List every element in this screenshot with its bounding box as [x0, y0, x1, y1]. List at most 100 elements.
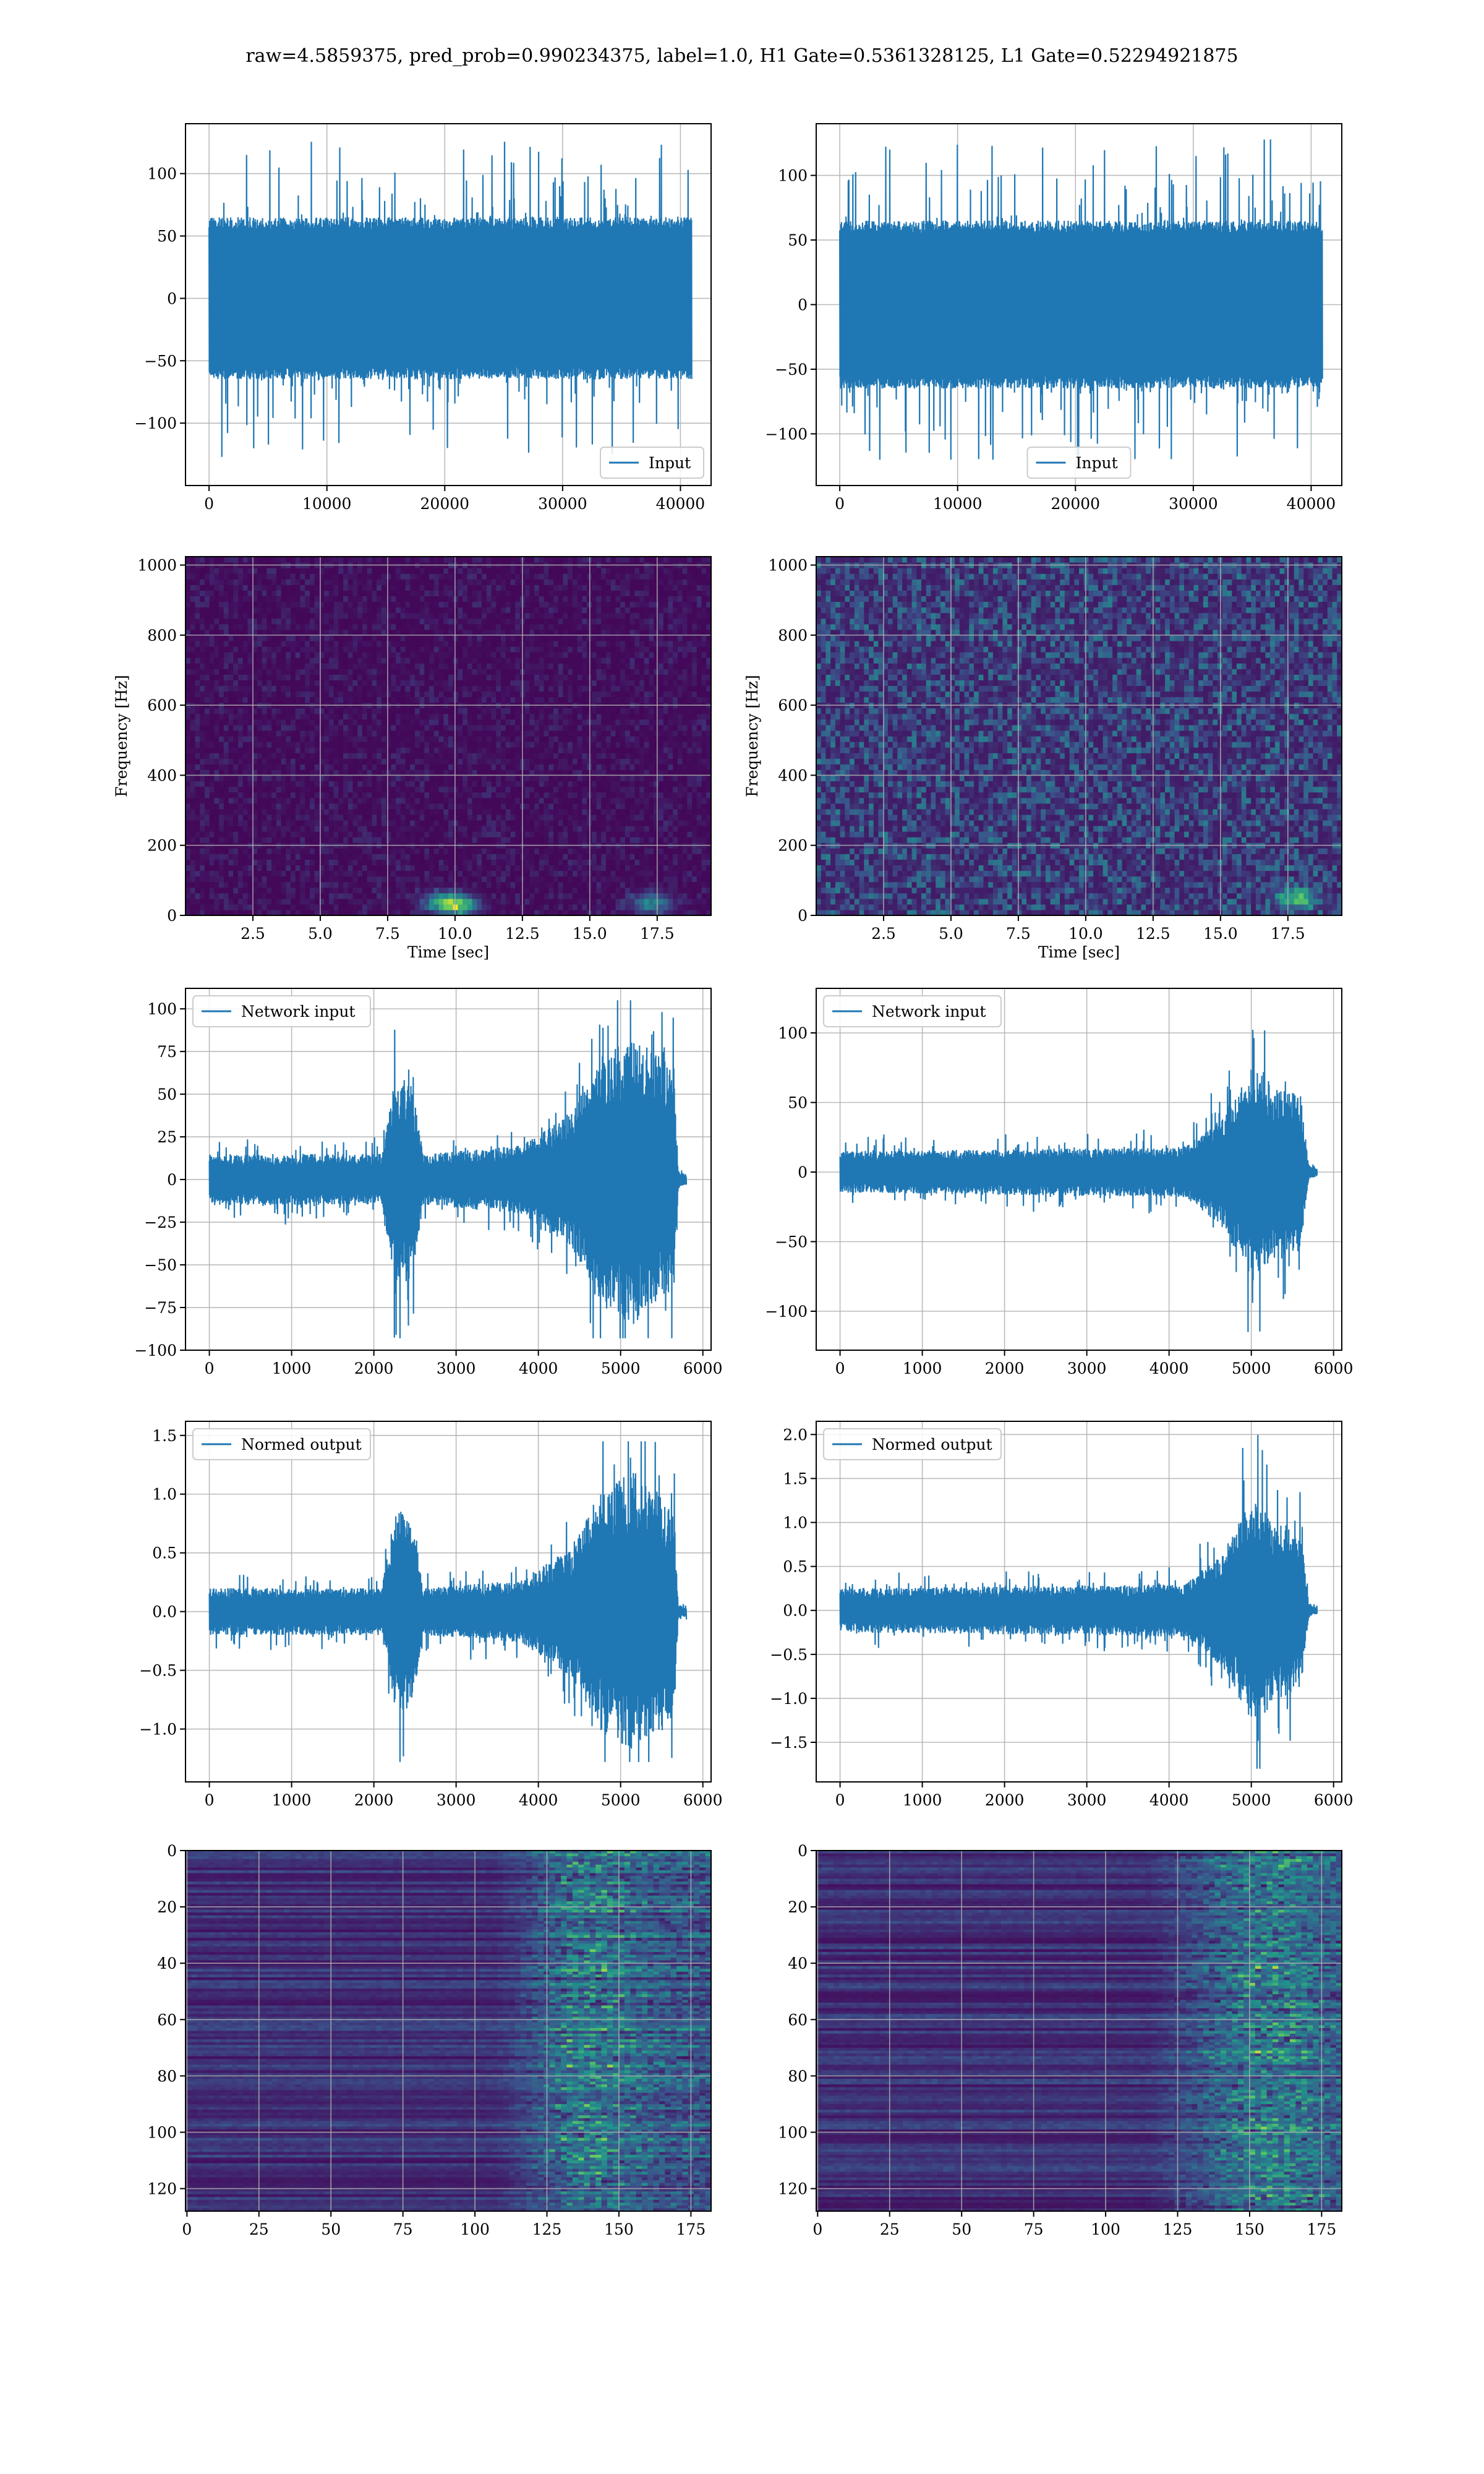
heatmap-cell	[659, 758, 664, 764]
heatmap-cell	[654, 742, 659, 748]
heatmap-cell	[634, 865, 640, 871]
heatmap-cell	[186, 742, 191, 748]
heatmap-cell	[606, 837, 612, 843]
heatmap-cell	[563, 808, 568, 815]
heatmap-cell	[486, 803, 492, 810]
heatmap-cell	[242, 876, 249, 883]
heatmap-cell	[190, 859, 196, 866]
heatmap-cell	[515, 786, 521, 793]
heatmap-cell	[467, 691, 473, 698]
heatmap-cell	[472, 831, 477, 837]
heatmap-cell	[238, 669, 244, 675]
heatmap-cell	[305, 719, 310, 726]
heatmap-cell	[377, 848, 382, 854]
heatmap-cell	[472, 719, 477, 726]
heatmap-cell	[238, 898, 244, 905]
heatmap-cell	[271, 792, 277, 798]
heatmap-cell	[352, 742, 358, 748]
heatmap-cell	[649, 854, 654, 860]
heatmap-cell	[267, 685, 272, 692]
heatmap-cell	[300, 859, 305, 866]
heatmap-cell	[276, 680, 282, 687]
heatmap-cell	[300, 674, 305, 680]
heatmap-cell	[629, 881, 635, 888]
heatmap-cell	[453, 775, 459, 782]
heatmap-cell	[314, 881, 320, 888]
heatmap-cell	[338, 865, 344, 871]
heatmap-cell	[291, 848, 296, 854]
heatmap-cell	[252, 775, 258, 782]
heatmap-cell	[629, 887, 635, 894]
heatmap-cell	[606, 792, 612, 798]
heatmap-cell	[314, 769, 320, 776]
heatmap-cell	[333, 786, 339, 793]
heatmap-cell	[348, 674, 354, 680]
heatmap-cell	[486, 663, 492, 669]
heatmap-cell	[204, 747, 210, 753]
heatmap-cell	[214, 848, 220, 854]
heatmap-cell	[463, 663, 468, 669]
heatmap-cell	[357, 736, 363, 742]
heatmap-cell	[400, 685, 406, 692]
heatmap-cell	[410, 808, 416, 815]
heatmap-cell	[396, 870, 401, 877]
heatmap-cell	[276, 724, 282, 731]
heatmap-cell	[644, 764, 650, 770]
heatmap-cell	[223, 837, 229, 843]
heatmap-cell	[510, 742, 516, 748]
heatmap-cell	[682, 837, 688, 843]
heatmap-cell	[524, 826, 530, 832]
heatmap-cell	[654, 876, 659, 883]
heatmap-cell	[362, 747, 368, 753]
heatmap-cell	[629, 775, 635, 782]
heatmap-cell	[405, 837, 411, 843]
heatmap-cell	[252, 674, 258, 680]
heatmap-cell	[352, 881, 358, 888]
heatmap-cell	[458, 680, 463, 687]
heatmap-cell	[295, 859, 301, 866]
heatmap-cell	[553, 826, 559, 832]
heatmap-cell	[548, 724, 554, 731]
heatmap-cell	[333, 881, 339, 888]
heatmap-cell	[429, 747, 435, 753]
heatmap-cell	[687, 881, 693, 888]
heatmap-cell	[553, 904, 559, 910]
heatmap-cell	[190, 669, 196, 675]
heatmap-cell	[367, 719, 372, 726]
heatmap-cell	[419, 764, 425, 770]
heatmap-cell	[687, 775, 693, 782]
heatmap-cell	[491, 713, 497, 720]
heatmap-cell	[472, 792, 477, 798]
heatmap-cell	[625, 792, 631, 798]
heatmap-cell	[377, 831, 382, 837]
heatmap-cell	[458, 747, 463, 753]
heatmap-cell	[496, 909, 501, 915]
heatmap-cell	[219, 775, 224, 782]
heatmap-cell	[328, 808, 335, 815]
heatmap-cell	[659, 876, 664, 883]
heatmap-cell	[257, 786, 263, 793]
heatmap-cell	[625, 685, 631, 692]
heatmap-cell	[501, 747, 506, 753]
heatmap-cell	[276, 826, 282, 832]
heatmap-cell	[453, 663, 459, 669]
heatmap-cell	[291, 881, 296, 888]
heatmap-cell	[524, 831, 530, 837]
heatmap-cell	[319, 781, 325, 787]
heatmap-cell	[286, 831, 291, 837]
heatmap-cell	[639, 669, 645, 675]
heatmap-cell	[596, 764, 602, 770]
heatmap-cell	[367, 680, 372, 687]
heatmap-cell	[472, 898, 477, 905]
heatmap-cell	[419, 730, 425, 737]
heatmap-cell	[195, 685, 200, 692]
heatmap-cell	[314, 696, 320, 703]
heatmap-cell	[539, 814, 545, 821]
heatmap-cell	[491, 909, 497, 915]
heatmap-cell	[424, 663, 430, 669]
heatmap-cell	[539, 887, 545, 894]
heatmap-cell	[548, 742, 554, 748]
heatmap-cell	[634, 730, 640, 737]
heatmap-cell	[663, 803, 669, 810]
heatmap-cell	[582, 781, 587, 787]
